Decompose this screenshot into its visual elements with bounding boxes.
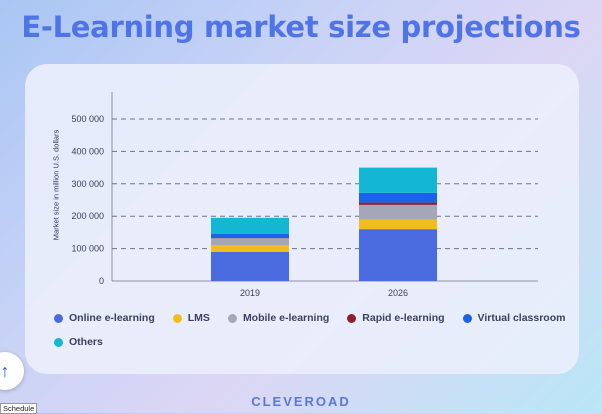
- legend-swatch: [54, 337, 63, 347]
- legend-swatch: [227, 313, 237, 323]
- legend-label: Others: [69, 336, 103, 348]
- brand-logo-text: CLEVEROAD: [251, 394, 351, 409]
- legend-swatch: [172, 313, 182, 323]
- y-tick-label: 0: [99, 276, 104, 286]
- legend-swatch: [462, 313, 472, 323]
- chart-legend: Online e-learning LMS Mobile e-learning Rap…: [54, 312, 574, 348]
- y-tick-label: 500 000: [71, 114, 104, 124]
- bar-segment: [211, 238, 289, 246]
- x-tick-label: 2019: [240, 288, 260, 298]
- y-tick-label: 400 000: [71, 146, 104, 156]
- bar-segment: [359, 229, 437, 281]
- bar-segment: [359, 192, 437, 203]
- legend-item: Others: [54, 336, 103, 348]
- y-tick-label: 200 000: [71, 211, 104, 221]
- bar-segment: [211, 234, 289, 238]
- bar-segment: [211, 217, 289, 235]
- bar-segment: [359, 219, 437, 230]
- legend-item: Virtual classroom: [462, 312, 566, 324]
- legend-swatch: [54, 313, 63, 323]
- y-tick-label: 300 000: [71, 179, 104, 189]
- bar-segment: [211, 245, 289, 252]
- bar-segment: [211, 237, 289, 239]
- chart-card: [25, 64, 579, 374]
- bar-segment: [359, 204, 437, 220]
- bar-segment: [359, 202, 437, 205]
- schedule-label[interactable]: Schedule: [0, 403, 38, 414]
- legend-label: Virtual classroom: [477, 312, 566, 324]
- legend-item: Mobile e-learning: [227, 312, 330, 324]
- arrow-up-icon: ↑: [0, 360, 10, 381]
- legend-item: Rapid e-learning: [347, 312, 445, 324]
- legend-swatch: [347, 313, 357, 323]
- legend-label: Rapid e-learning: [362, 312, 445, 324]
- legend-label: Mobile e-learning: [242, 312, 330, 324]
- bar-segment: [211, 251, 289, 281]
- chart-title: E-Learning market size projections: [21, 10, 581, 44]
- y-tick-label: 100 000: [71, 244, 104, 254]
- x-tick-label: 2026: [388, 288, 408, 298]
- legend-item: LMS: [172, 312, 210, 324]
- legend-label: Online e-learning: [69, 312, 155, 324]
- bar-segment: [359, 167, 437, 193]
- legend-item: Online e-learning: [54, 312, 155, 324]
- legend-label: LMS: [187, 312, 210, 324]
